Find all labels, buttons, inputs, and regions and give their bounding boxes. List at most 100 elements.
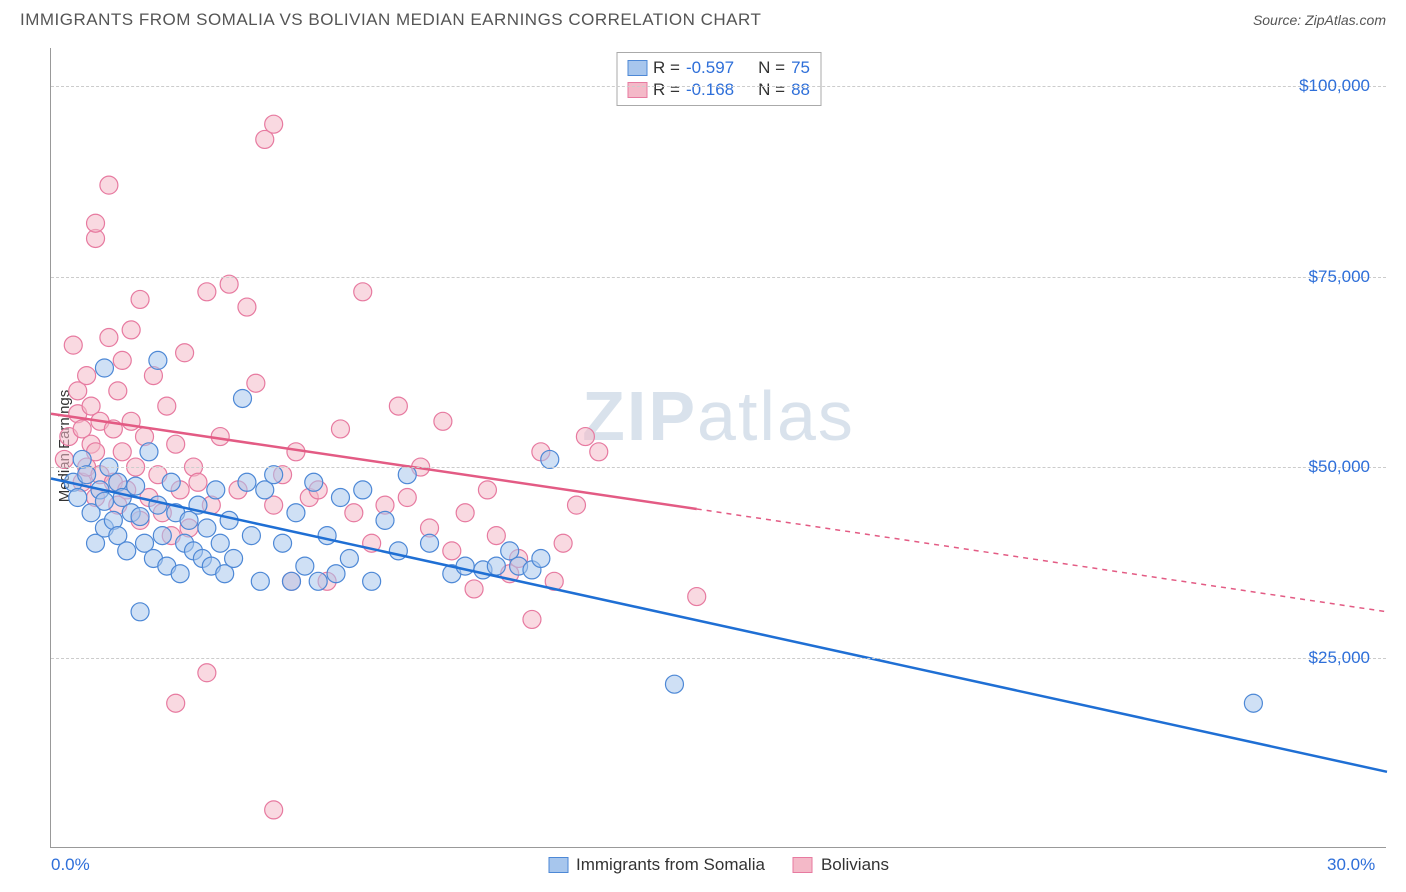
data-point <box>251 572 269 590</box>
statistics-legend: R =-0.597N =75R =-0.168N =88 <box>616 52 821 106</box>
n-label: N = <box>758 58 785 78</box>
data-point <box>176 344 194 362</box>
data-point <box>211 534 229 552</box>
data-point <box>265 466 283 484</box>
data-point <box>532 549 550 567</box>
chart-plot-area: ZIPatlas R =-0.597N =75R =-0.168N =88 Im… <box>50 48 1386 848</box>
data-point <box>78 466 96 484</box>
data-point <box>331 489 349 507</box>
data-point <box>398 489 416 507</box>
data-point <box>478 481 496 499</box>
legend-label: Bolivians <box>821 855 889 875</box>
y-tick-label: $75,000 <box>1309 267 1370 287</box>
data-point <box>1244 694 1262 712</box>
trend-line <box>51 478 1387 771</box>
data-point <box>434 412 452 430</box>
data-point <box>118 542 136 560</box>
data-point <box>487 527 505 545</box>
data-point <box>265 801 283 819</box>
data-point <box>567 496 585 514</box>
data-point <box>87 214 105 232</box>
data-point <box>238 473 256 491</box>
data-point <box>443 542 461 560</box>
data-point <box>345 504 363 522</box>
data-point <box>282 572 300 590</box>
data-point <box>363 572 381 590</box>
source-attribution: Source: ZipAtlas.com <box>1253 12 1386 28</box>
data-point <box>541 450 559 468</box>
data-point <box>233 389 251 407</box>
data-point <box>198 283 216 301</box>
data-point <box>523 610 541 628</box>
data-point <box>305 473 323 491</box>
data-point <box>576 428 594 446</box>
data-point <box>162 473 180 491</box>
data-point <box>309 572 327 590</box>
data-point <box>131 508 149 526</box>
data-point <box>127 477 145 495</box>
data-point <box>287 504 305 522</box>
data-point <box>225 549 243 567</box>
x-tick-label: 30.0% <box>1327 855 1375 875</box>
legend-item: Bolivians <box>793 855 889 875</box>
data-point <box>354 481 372 499</box>
data-point <box>238 298 256 316</box>
data-point <box>95 359 113 377</box>
stats-row: R =-0.597N =75 <box>627 57 810 79</box>
data-point <box>688 588 706 606</box>
data-point <box>113 351 131 369</box>
data-point <box>590 443 608 461</box>
data-point <box>207 481 225 499</box>
data-point <box>456 504 474 522</box>
data-point <box>421 534 439 552</box>
data-point <box>140 443 158 461</box>
data-point <box>153 527 171 545</box>
legend-swatch <box>627 82 647 98</box>
data-point <box>389 397 407 415</box>
n-value: 88 <box>791 80 810 100</box>
data-point <box>69 489 87 507</box>
r-label: R = <box>653 58 680 78</box>
stats-row: R =-0.168N =88 <box>627 79 810 101</box>
data-point <box>113 443 131 461</box>
data-point <box>376 511 394 529</box>
data-point <box>167 435 185 453</box>
data-point <box>55 450 73 468</box>
data-point <box>131 290 149 308</box>
data-point <box>149 496 167 514</box>
r-label: R = <box>653 80 680 100</box>
data-point <box>149 351 167 369</box>
data-point <box>318 527 336 545</box>
legend-swatch <box>627 60 647 76</box>
data-point <box>456 557 474 575</box>
data-point <box>296 557 314 575</box>
data-point <box>354 283 372 301</box>
x-tick-label: 0.0% <box>51 855 90 875</box>
plot-svg <box>51 48 1386 847</box>
data-point <box>95 492 113 510</box>
legend-swatch <box>793 857 813 873</box>
data-point <box>100 176 118 194</box>
data-point <box>665 675 683 693</box>
data-point <box>100 329 118 347</box>
chart-title: IMMIGRANTS FROM SOMALIA VS BOLIVIAN MEDI… <box>20 10 761 30</box>
series-legend: Immigrants from Somalia Bolivians <box>548 855 889 875</box>
data-point <box>274 534 292 552</box>
data-point <box>131 603 149 621</box>
y-tick-label: $100,000 <box>1299 76 1370 96</box>
data-point <box>167 694 185 712</box>
data-point <box>465 580 483 598</box>
data-point <box>158 397 176 415</box>
data-point <box>327 565 345 583</box>
data-point <box>554 534 572 552</box>
legend-swatch <box>548 857 568 873</box>
y-tick-label: $25,000 <box>1309 648 1370 668</box>
data-point <box>247 374 265 392</box>
data-point <box>265 115 283 133</box>
legend-item: Immigrants from Somalia <box>548 855 765 875</box>
data-point <box>242 527 260 545</box>
n-label: N = <box>758 80 785 100</box>
data-point <box>198 664 216 682</box>
gridline <box>51 467 1386 468</box>
data-point <box>198 519 216 537</box>
